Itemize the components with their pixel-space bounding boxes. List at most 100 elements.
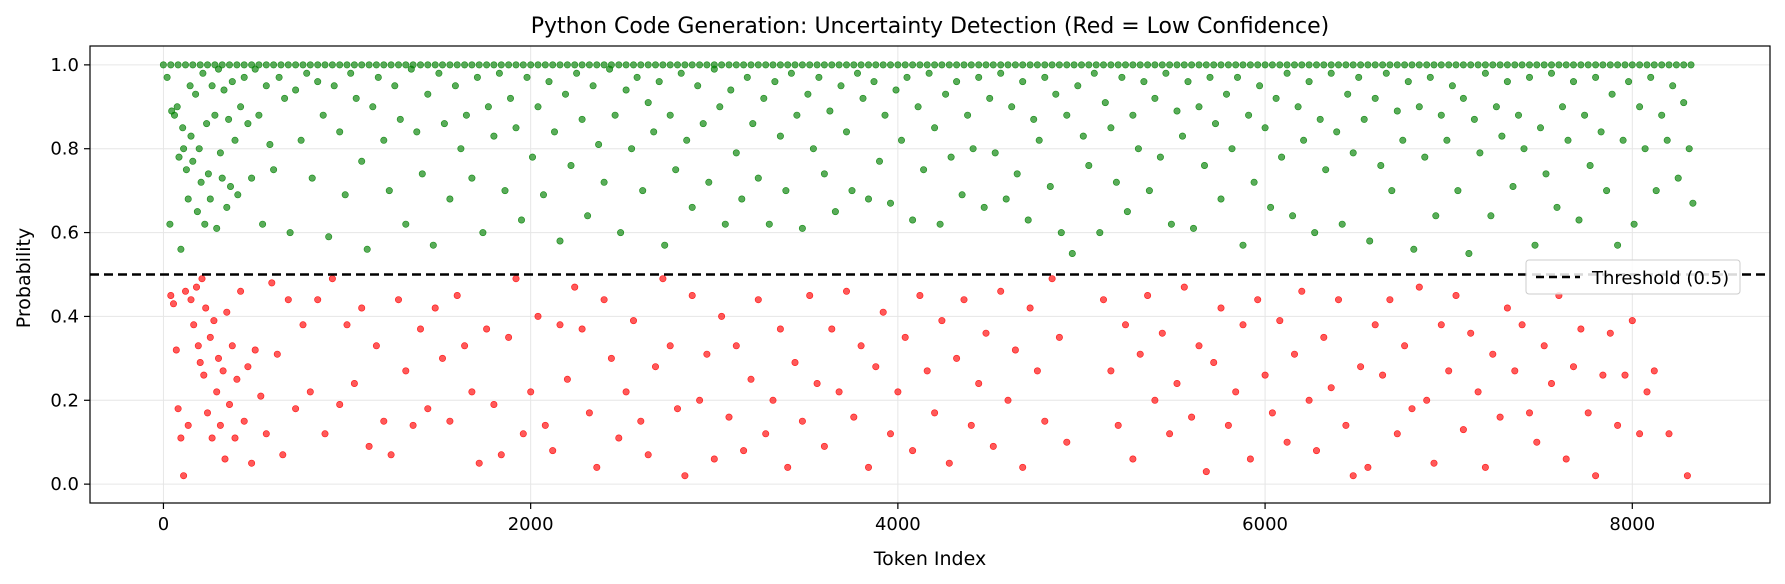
high-confidence-point: [791, 61, 799, 69]
high-confidence-point: [1239, 61, 1247, 69]
high-confidence-point: [600, 61, 608, 69]
high-confidence-point: [732, 61, 740, 69]
high-confidence-point: [196, 61, 204, 69]
high-confidence-point: [892, 86, 900, 94]
high-confidence-point: [1313, 61, 1321, 69]
high-confidence-point: [402, 61, 410, 69]
plot-frame: [89, 45, 1771, 504]
high-confidence-point: [1445, 61, 1453, 69]
high-confidence-point: [809, 145, 817, 153]
high-confidence-point: [1377, 162, 1385, 170]
high-confidence-point: [1672, 61, 1680, 69]
high-confidence-point: [1261, 61, 1269, 69]
high-confidence-point: [523, 73, 531, 81]
high-confidence-point: [1503, 61, 1511, 69]
high-confidence-point: [765, 220, 773, 228]
high-confidence-point: [225, 115, 233, 123]
high-confidence-point: [1526, 73, 1534, 81]
low-confidence-point: [549, 447, 557, 455]
high-confidence-point: [1057, 229, 1065, 237]
low-confidence-point: [673, 405, 681, 413]
high-confidence-point: [606, 65, 614, 73]
low-confidence-point: [820, 442, 828, 450]
high-confidence-point: [1481, 61, 1489, 69]
low-confidence-point: [446, 417, 454, 425]
high-confidence-point: [857, 61, 865, 69]
high-confidence-point: [1162, 69, 1170, 77]
high-confidence-point: [953, 78, 961, 86]
high-confidence-point: [545, 78, 553, 86]
high-confidence-point: [1223, 90, 1231, 98]
low-confidence-point: [534, 312, 542, 320]
high-confidence-point: [1333, 128, 1341, 136]
high-confidence-point: [1559, 103, 1567, 111]
low-confidence-point: [945, 459, 953, 467]
high-confidence-point: [495, 69, 503, 77]
high-confidence-point: [479, 229, 487, 237]
high-confidence-point: [875, 157, 883, 165]
high-confidence-point: [195, 145, 203, 153]
low-confidence-point: [1467, 329, 1475, 337]
low-confidence-point: [262, 430, 270, 438]
low-confidence-point: [813, 379, 821, 387]
high-confidence-point: [416, 61, 424, 69]
high-confidence-point: [1687, 61, 1695, 69]
high-confidence-point: [270, 166, 278, 174]
low-confidence-point: [1592, 472, 1600, 480]
high-confidence-point: [1511, 61, 1519, 69]
low-confidence-point: [1261, 371, 1269, 379]
high-confidence-point: [622, 86, 630, 94]
high-confidence-point: [1335, 61, 1343, 69]
high-confidence-point: [666, 111, 674, 119]
low-confidence-point: [172, 346, 180, 354]
high-confidence-point: [655, 78, 663, 86]
low-confidence-point: [1305, 396, 1313, 404]
high-confidence-point: [541, 61, 549, 69]
low-confidence-point: [208, 434, 216, 442]
high-confidence-point: [1173, 107, 1181, 115]
low-confidence-point: [541, 421, 549, 429]
high-confidence-point: [975, 61, 983, 69]
high-confidence-point: [418, 170, 426, 178]
high-confidence-point: [980, 203, 988, 211]
high-confidence-point: [199, 69, 207, 77]
high-confidence-point: [175, 153, 183, 161]
high-confidence-point: [644, 99, 652, 107]
low-confidence-point: [237, 287, 245, 295]
high-confidence-point: [1614, 61, 1622, 69]
high-confidence-point: [1658, 111, 1666, 119]
high-confidence-point: [639, 187, 647, 195]
high-confidence-point: [336, 61, 344, 69]
low-confidence-point: [1158, 329, 1166, 337]
high-confidence-point: [1167, 220, 1175, 228]
high-confidence-point: [262, 82, 270, 90]
low-confidence-point: [872, 363, 880, 371]
low-confidence-point: [321, 430, 329, 438]
high-confidence-point: [1555, 61, 1563, 69]
high-confidence-point: [226, 61, 234, 69]
high-confidence-point: [1228, 145, 1236, 153]
high-confidence-point: [184, 195, 192, 203]
high-confidence-point: [738, 195, 746, 203]
high-confidence-point: [1636, 61, 1644, 69]
high-confidence-point: [182, 166, 190, 174]
low-confidence-point: [1643, 388, 1651, 396]
low-confidence-point: [1202, 468, 1210, 476]
high-confidence-point: [1291, 61, 1299, 69]
high-confidence-point: [1079, 132, 1087, 140]
high-confidence-point: [1421, 153, 1429, 161]
low-confidence-point: [306, 388, 314, 396]
high-confidence-point: [490, 132, 498, 140]
low-confidence-point: [328, 275, 336, 283]
high-confidence-point: [1254, 61, 1262, 69]
high-confidence-point: [251, 65, 259, 73]
low-confidence-point: [659, 275, 667, 283]
high-confidence-point: [1144, 61, 1152, 69]
high-confidence-point: [991, 149, 999, 157]
low-confidence-point: [1313, 447, 1321, 455]
high-confidence-point: [1509, 183, 1517, 191]
high-confidence-point: [321, 61, 329, 69]
high-confidence-point: [629, 61, 637, 69]
low-confidence-point: [1246, 455, 1254, 463]
low-confidence-point: [292, 405, 300, 413]
